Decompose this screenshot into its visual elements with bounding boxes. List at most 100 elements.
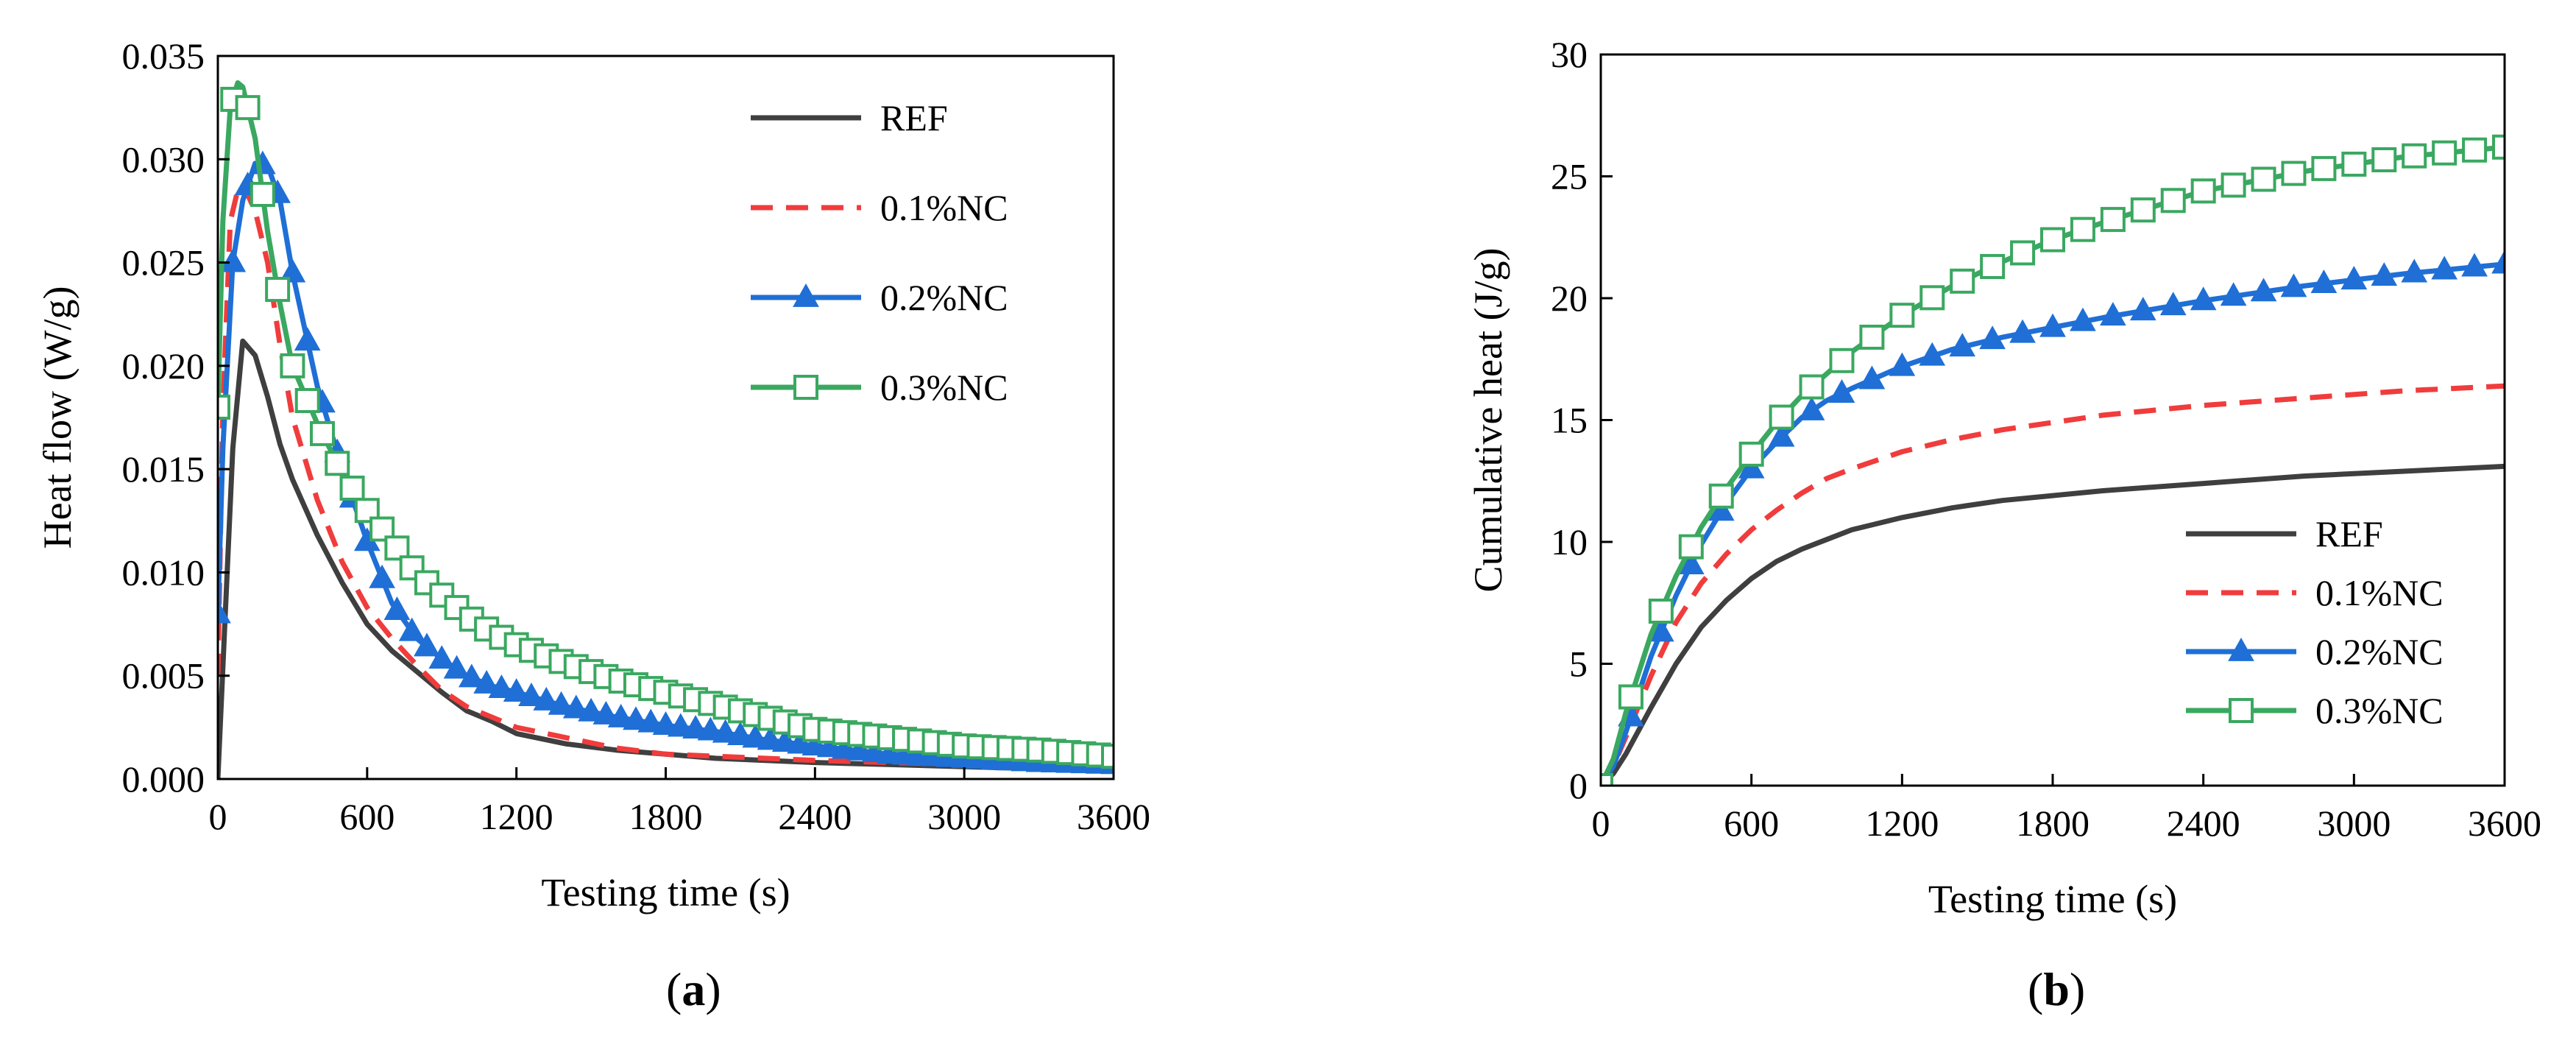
y-tick-label: 0.010 xyxy=(122,551,205,593)
series-0.3%NC-marker xyxy=(1919,285,1945,311)
x-tick-label: 1200 xyxy=(1865,803,1939,844)
x-tick-label: 0 xyxy=(209,796,227,837)
legend-item-0.2%NC: 0.2%NC xyxy=(751,277,1008,318)
series-0.3%NC-marker xyxy=(2190,178,2216,204)
y-tick-label: 0 xyxy=(1569,765,1588,806)
series-0.3%NC-marker xyxy=(2040,227,2065,253)
series-0.3%NC-marker xyxy=(1889,303,1915,328)
x-tick-label: 3000 xyxy=(927,796,1001,837)
x-tick-label: 3600 xyxy=(2468,803,2541,844)
y-tick-label: 0.025 xyxy=(122,242,205,283)
series-0.3%NC-marker xyxy=(1738,441,1764,467)
series-0.3%NC-marker xyxy=(354,498,380,524)
series-0.2%NC-marker xyxy=(816,733,843,758)
y-tick-label: 0.000 xyxy=(122,758,205,800)
x-tick-label: 0 xyxy=(1592,803,1610,844)
x-tick-label: 2400 xyxy=(2167,803,2240,844)
y-tick-label: 0.015 xyxy=(122,448,205,490)
series-0.2%NC-marker xyxy=(473,669,500,694)
series-0.2%NC-marker xyxy=(1798,396,1825,420)
series-0.2%NC-marker xyxy=(846,736,874,761)
series-0.3%NC-marker xyxy=(1101,744,1114,769)
series-0.2%NC-marker xyxy=(2310,269,2338,294)
chart-panel-a: 0 600 1200 1800 2400 3000 36000.0000.0050.0100… xyxy=(35,35,1150,1015)
series-0.2%NC-marker xyxy=(697,716,724,741)
series-0.2%NC-marker xyxy=(503,678,530,702)
series-0.3%NC-marker xyxy=(1618,684,1643,710)
series-0.2%NC-marker xyxy=(742,724,769,748)
series-0.2%NC-marker xyxy=(652,711,679,735)
x-axis: 0 600 1200 1800 2400 3000 3600 xyxy=(209,767,1150,837)
series-0.2%NC-marker xyxy=(578,697,604,722)
series-0.3%NC-marker xyxy=(503,632,529,658)
series-0.2%NC-marker xyxy=(2100,302,2126,326)
series-0.2%NC-marker xyxy=(2039,313,2066,337)
series-0.3%NC-marker xyxy=(2341,151,2367,177)
series-0.3%NC-marker xyxy=(265,277,291,303)
x-tick-label: 3000 xyxy=(2317,803,2391,844)
series-0.2%NC-marker xyxy=(548,691,575,715)
legend-label: REF xyxy=(880,97,948,138)
series-0.2%NC-marker xyxy=(218,599,231,624)
legend-label: 0.3%NC xyxy=(2315,690,2444,731)
series-0.2%NC-marker xyxy=(787,730,813,754)
x-tick-label: 1200 xyxy=(480,796,553,837)
series-0.3%NC-marker xyxy=(325,451,350,476)
series-0.3%NC-marker xyxy=(2070,216,2095,242)
series-0.3%NC-marker xyxy=(1829,348,1855,373)
series-0.2%NC-marker xyxy=(562,694,590,719)
x-axis-label: Testing time (s) xyxy=(1928,877,2177,921)
series-0.2%NC-marker xyxy=(667,713,694,737)
series-0.3%NC-marker xyxy=(1980,253,2006,279)
series-0.3%NC-marker xyxy=(218,394,230,420)
x-tick-label: 3600 xyxy=(1077,796,1150,837)
series-line-0.3%NC xyxy=(218,80,1114,759)
series-0.2%NC-marker xyxy=(1768,423,1795,447)
y-tick-label: 15 xyxy=(1551,400,1588,441)
series-0.3%NC-marker xyxy=(2492,134,2505,160)
y-tick-label: 0.005 xyxy=(122,655,205,697)
series-0.3%NC-marker xyxy=(2160,188,2186,214)
series-0.2%NC-marker xyxy=(637,708,665,733)
series-0.2%NC-marker xyxy=(2070,307,2096,331)
series-0.3%NC-marker xyxy=(309,420,335,446)
legend-label: 0.1%NC xyxy=(880,187,1008,228)
series-0.3%NC-marker xyxy=(1769,404,1794,430)
series-0.3%NC-marker xyxy=(2010,240,2036,266)
series-0.2%NC-marker xyxy=(2401,258,2428,283)
series-0.1%NC xyxy=(1601,383,2505,786)
legend-label: 0.2%NC xyxy=(2315,631,2444,672)
y-tick-label: 25 xyxy=(1551,156,1588,197)
legend-item-0.2%NC: 0.2%NC xyxy=(2186,631,2444,672)
axes-frame xyxy=(216,54,1115,780)
series-0.2%NC-marker xyxy=(219,248,247,272)
y-axis-label: Heat flow (W/g) xyxy=(35,286,79,549)
series-0.3%NC-marker xyxy=(1648,599,1674,624)
plot-area xyxy=(1601,134,2505,786)
series-0.2%NC-marker xyxy=(2220,282,2247,306)
series-0.3%NC-marker xyxy=(2221,172,2246,198)
x-axis: 0 600 1200 1800 2400 3000 3600 xyxy=(1592,774,2541,844)
series-0.2%NC-marker xyxy=(2190,286,2217,311)
series-0.2%NC-marker xyxy=(727,722,754,745)
series-0.2%NC-marker xyxy=(488,674,515,699)
legend-item-0.3%NC: 0.3%NC xyxy=(2186,690,2444,731)
series-0.2%NC-marker xyxy=(1979,325,2006,350)
series-0.1%NC xyxy=(218,181,1114,769)
series-0.3%NC-marker xyxy=(2402,143,2427,169)
series-0.2%NC-marker xyxy=(2129,297,2156,321)
series-0.2%NC-marker xyxy=(398,617,425,641)
legend-label: 0.3%NC xyxy=(880,367,1008,408)
legend-0.3%NC-marker xyxy=(2229,698,2254,723)
series-0.3%NC-marker xyxy=(2462,137,2488,163)
series-0.2%NC-marker xyxy=(2159,292,2187,316)
series-0.2%NC-marker xyxy=(279,258,306,283)
series-REF xyxy=(1601,463,2505,786)
series-0.2%NC-marker xyxy=(1949,333,1976,357)
series-0.2%NC-marker xyxy=(682,715,709,739)
series-0.3%NC xyxy=(1601,134,2505,786)
series-0.2%NC-marker xyxy=(414,632,440,657)
series-0.2%NC-marker xyxy=(592,700,620,725)
series-0.3%NC-marker xyxy=(1601,773,1613,786)
